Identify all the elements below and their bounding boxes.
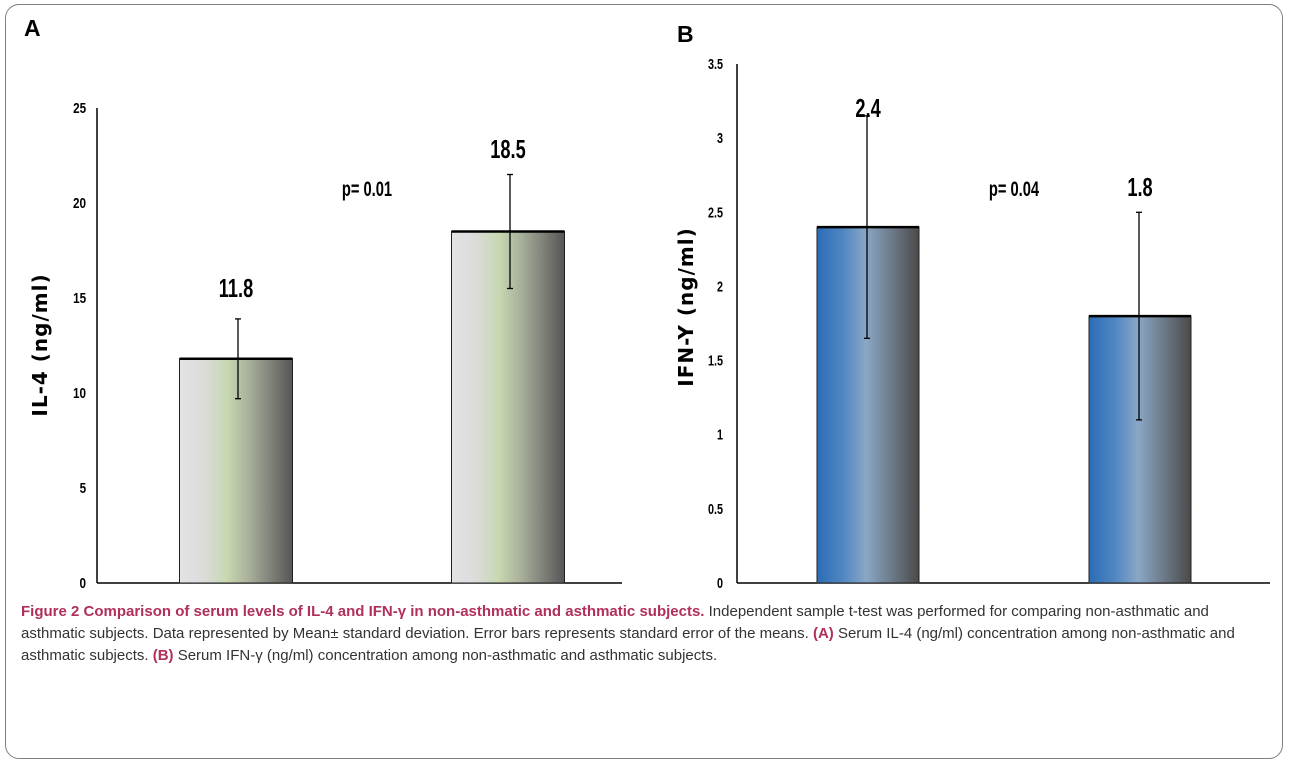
caption-text-1: Independent sample t-test was performed … bbox=[21, 603, 1209, 642]
figure-caption: Figure 2 Comparison of serum levels of I… bbox=[21, 601, 1273, 667]
caption-title: Figure 2 Comparison of serum levels of I… bbox=[21, 603, 705, 620]
y-tick-label: 5 bbox=[80, 480, 87, 497]
caption-text-3: Serum IFN-γ (ng/ml) concentration among … bbox=[173, 647, 718, 664]
p-value-annotation-b: p= 0.04 bbox=[989, 177, 1039, 200]
data-label: 2.4 bbox=[855, 94, 881, 123]
panel-label-a: A bbox=[24, 15, 41, 41]
bar bbox=[1088, 315, 1192, 584]
data-label: 11.8 bbox=[219, 274, 253, 303]
y-axis-label-a: IL-4 (ng/ml) bbox=[28, 273, 52, 416]
p-value-annotation-a: p= 0.01 bbox=[342, 177, 392, 200]
y-tick-label: 10 bbox=[73, 385, 86, 402]
data-label: 1.8 bbox=[1127, 173, 1152, 202]
y-tick-label: 2 bbox=[717, 278, 723, 295]
y-tick-label: 0 bbox=[717, 574, 723, 591]
y-tick-label: 3.5 bbox=[708, 55, 723, 72]
caption-text-2: Serum IL-4 (ng/ml) concentration among n… bbox=[21, 625, 1235, 664]
y-axis-label-b: IFN-Y (ng/ml) bbox=[674, 227, 698, 386]
data-label: 18.5 bbox=[490, 135, 525, 164]
chart-panel-b: 00.511.522.533.5 2.4Non- asthmatic1.8Ast… bbox=[674, 55, 1270, 591]
y-tick-label: 15 bbox=[73, 290, 86, 307]
y-tick-label: 0.5 bbox=[708, 500, 723, 517]
bar bbox=[816, 226, 920, 584]
y-tick-label: 3 bbox=[717, 129, 723, 146]
figure-frame bbox=[5, 4, 1283, 759]
y-tick-label: 0 bbox=[79, 575, 86, 592]
y-tick-label: 1 bbox=[717, 426, 723, 443]
y-tick-label: 20 bbox=[73, 195, 86, 212]
bar bbox=[179, 358, 293, 584]
panel-label-b: B bbox=[677, 21, 694, 47]
bar bbox=[451, 231, 565, 584]
y-tick-label: 25 bbox=[73, 100, 86, 117]
y-tick-label: 1.5 bbox=[708, 352, 723, 369]
caption-ref-b: (B) bbox=[152, 647, 174, 664]
caption-ref-a: (A) bbox=[812, 625, 834, 642]
y-tick-label: 2.5 bbox=[708, 204, 723, 221]
